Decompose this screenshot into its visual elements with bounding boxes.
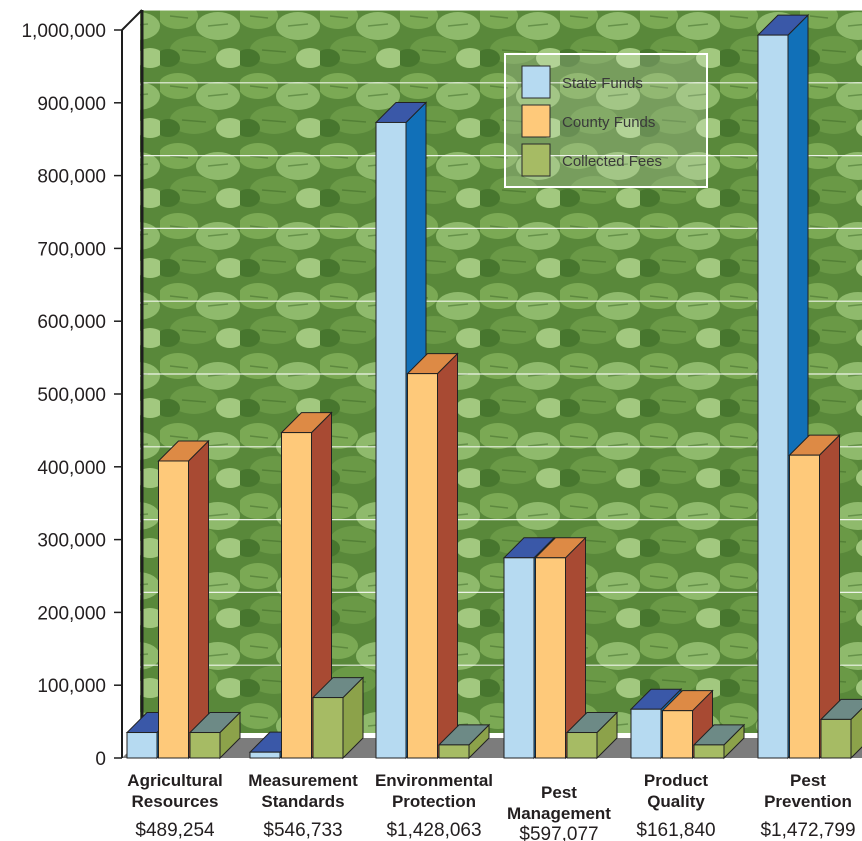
- category-label: Product: [644, 771, 709, 790]
- legend: State Funds County Funds Collected Fees: [504, 53, 708, 188]
- bar-collected-fees: [188, 711, 242, 760]
- bar-collected-fees: [692, 723, 746, 760]
- gridline-diagonal: [121, 82, 143, 104]
- legend-swatch-collected-fees: [521, 143, 551, 177]
- category-label: Agricultural: [127, 771, 222, 790]
- gridline-diagonal: [121, 300, 143, 322]
- bar-front: [789, 454, 820, 759]
- y-tick-label: 700,000: [37, 239, 106, 260]
- category-label: Management: [507, 804, 611, 823]
- gridline-diagonal: [121, 591, 143, 613]
- y-tick-label: 800,000: [37, 167, 106, 188]
- y-tick-label: 100,000: [37, 676, 106, 697]
- bar-front: [566, 732, 598, 759]
- bar-collected-fees: [565, 711, 619, 760]
- plot-background: [140, 10, 862, 733]
- bar-front: [662, 710, 693, 759]
- category-total: $489,254: [135, 820, 215, 841]
- bar-side: [188, 439, 209, 760]
- bar-collected-fees: [819, 698, 862, 760]
- y-tick-label: 900,000: [37, 94, 106, 115]
- category-label: Standards: [261, 792, 344, 811]
- bar-front: [158, 460, 189, 759]
- gridline-diagonal: [121, 664, 143, 686]
- legend-label-collected-fees: Collected Fees: [562, 153, 662, 170]
- bar-county-funds: [534, 536, 587, 760]
- category-label: Measurement: [248, 771, 358, 790]
- category-label: Environmental: [375, 771, 493, 790]
- y-tick-label: 400,000: [37, 458, 106, 479]
- bars: [125, 13, 862, 760]
- category-total: $1,472,799: [760, 820, 855, 841]
- gridline-diagonal: [121, 373, 143, 395]
- bar-front: [375, 121, 407, 759]
- gridline-diagonal: [121, 519, 143, 541]
- gridline-diagonal: [121, 227, 143, 249]
- category-total: $546,733: [263, 820, 342, 841]
- category-label: Resources: [132, 792, 219, 811]
- bar-front: [693, 744, 725, 759]
- bar-front: [438, 744, 470, 759]
- category-labels: Agricultural Resources $489,254 Measurement…: [127, 771, 855, 841]
- y-tick-label: 1,000,000: [21, 21, 106, 42]
- legend-swatch-state-funds: [521, 65, 551, 99]
- y-tick-label: 0: [95, 749, 106, 770]
- y-tick-label: 200,000: [37, 603, 106, 624]
- bar-collected-fees: [311, 676, 365, 760]
- legend-label-state-funds: State Funds: [562, 75, 643, 92]
- y-axis: 0 100,000 200,000 300,000 400,000 500,000 600,…: [21, 9, 144, 770]
- category-label: Protection: [392, 792, 476, 811]
- bar-front: [503, 557, 535, 759]
- y-tick-label: 300,000: [37, 531, 106, 552]
- bar-front: [820, 718, 852, 759]
- bar-front: [757, 34, 789, 759]
- bar-front: [281, 432, 312, 759]
- category-label: Pest: [541, 783, 577, 802]
- bar-front: [189, 732, 221, 759]
- category-total: $1,428,063: [386, 820, 481, 841]
- bar-front: [312, 697, 344, 759]
- category-total: $161,840: [636, 820, 715, 841]
- bar-front: [126, 732, 158, 759]
- bar-front: [407, 373, 438, 759]
- bar-front: [535, 557, 566, 759]
- legend-item-collected-fees: Collected Fees: [521, 143, 662, 177]
- category-label: Quality: [647, 792, 705, 811]
- legend-item-state-funds: State Funds: [521, 65, 643, 99]
- bar-county-funds: [157, 439, 210, 760]
- legend-label-county-funds: County Funds: [562, 114, 655, 131]
- bar-collected-fees: [437, 723, 491, 760]
- y-axis-top-edge: [121, 9, 143, 31]
- bar-side: [437, 352, 458, 760]
- legend-swatch-county-funds: [521, 104, 551, 138]
- category-total: $597,077: [519, 824, 598, 841]
- bar-county-funds: [406, 352, 459, 760]
- bar-front: [249, 751, 281, 759]
- bar-county-funds: [788, 433, 841, 760]
- bar-front: [630, 708, 662, 759]
- y-tick-label: 600,000: [37, 312, 106, 333]
- gridline-diagonal: [121, 446, 143, 468]
- legend-item-county-funds: County Funds: [521, 104, 655, 138]
- bar-county-funds: [280, 411, 333, 760]
- gridline-diagonal: [121, 155, 143, 177]
- category-label: Pest: [790, 771, 826, 790]
- y-tick-label: 500,000: [37, 385, 106, 406]
- category-label: Prevention: [764, 792, 852, 811]
